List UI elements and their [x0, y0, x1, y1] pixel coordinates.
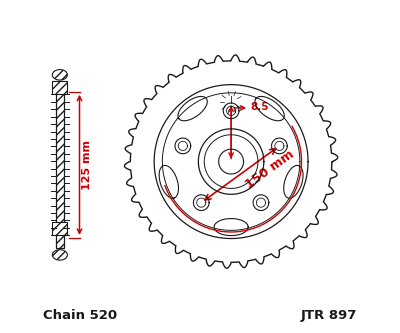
Text: 8.5: 8.5 — [251, 102, 269, 112]
Text: 125 mm: 125 mm — [82, 140, 92, 190]
Bar — [52, 222, 67, 235]
Polygon shape — [159, 166, 178, 198]
Text: 150 mm: 150 mm — [244, 148, 297, 191]
Bar — [56, 81, 64, 248]
Bar — [52, 81, 67, 95]
Bar — [52, 222, 67, 235]
Polygon shape — [284, 166, 303, 198]
Polygon shape — [255, 97, 284, 121]
Text: Chain 520: Chain 520 — [43, 309, 117, 322]
Ellipse shape — [52, 70, 67, 80]
Polygon shape — [214, 218, 248, 235]
Bar — [52, 81, 67, 95]
Ellipse shape — [52, 250, 67, 260]
Text: JTR 897: JTR 897 — [301, 309, 357, 322]
Bar — [56, 81, 64, 248]
Polygon shape — [178, 97, 207, 121]
